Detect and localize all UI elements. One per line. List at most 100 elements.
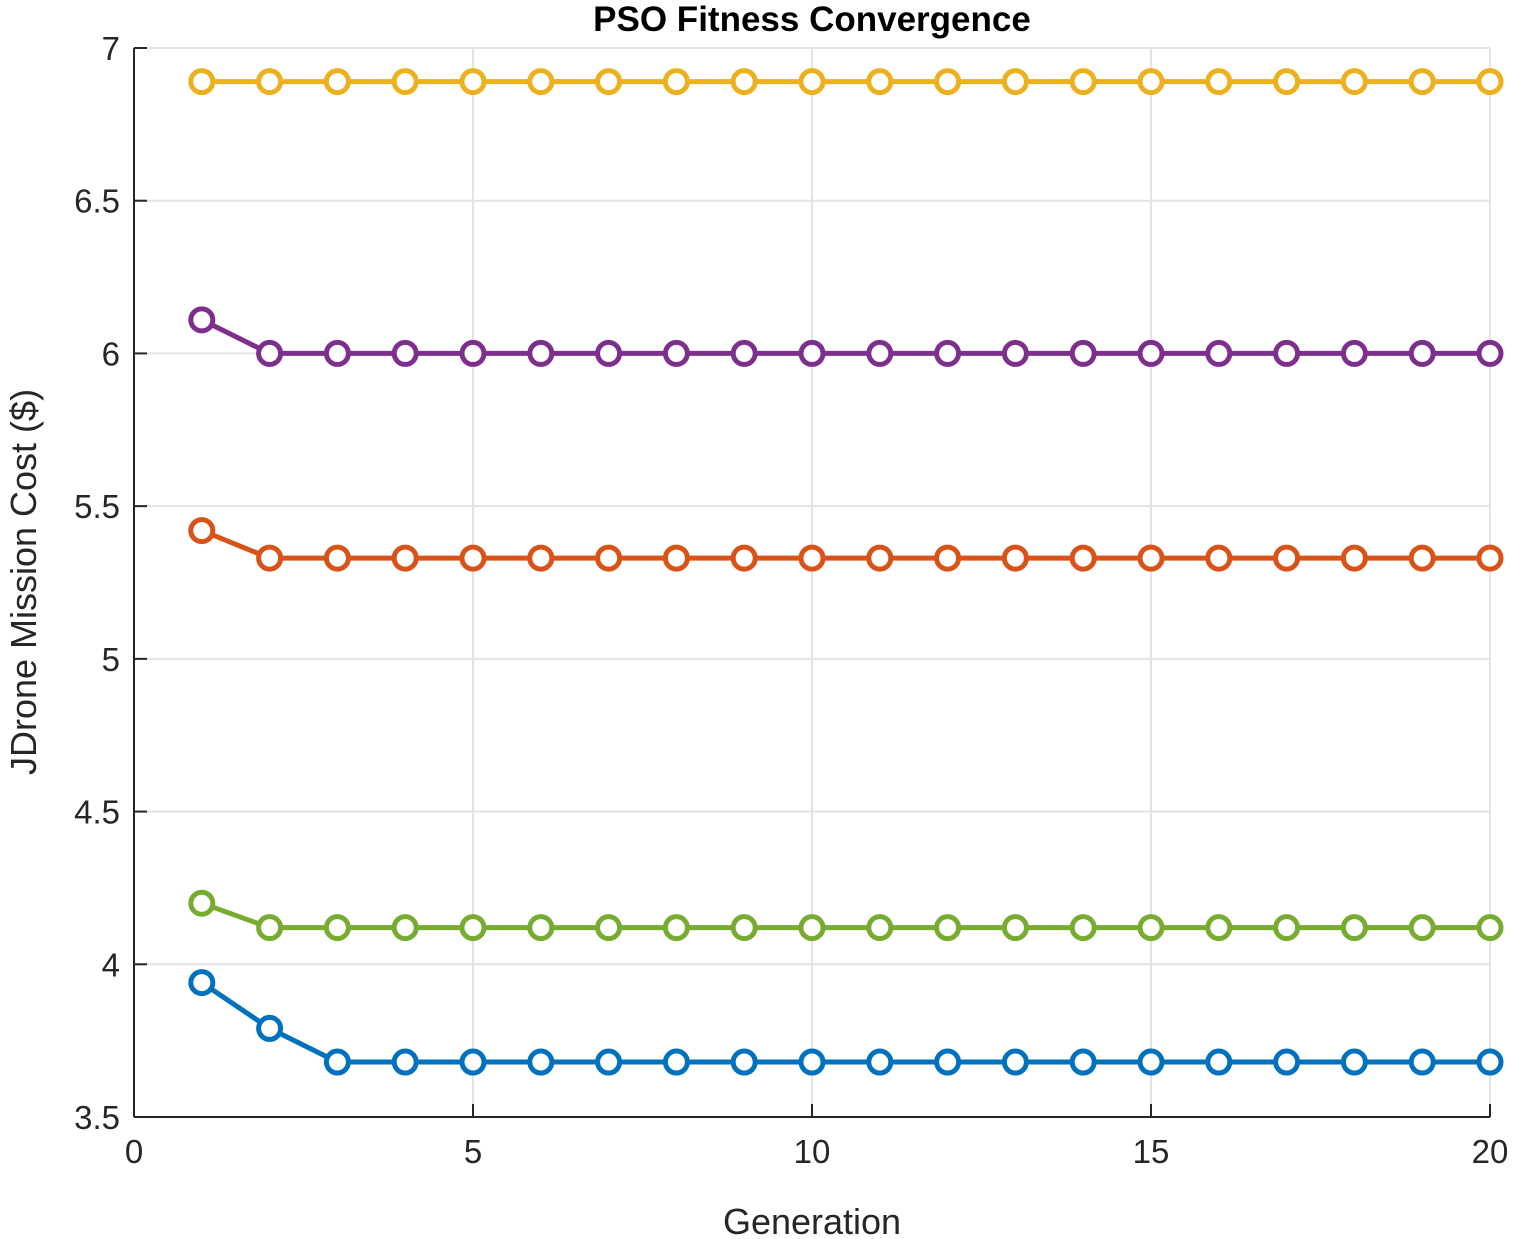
x-tick-label: 10: [794, 1133, 831, 1170]
data-point: [1273, 1048, 1301, 1076]
data-point: [1001, 1048, 1029, 1076]
data-point: [391, 914, 419, 942]
data-point: [1408, 544, 1436, 572]
data-point: [1205, 68, 1233, 96]
data-point: [1476, 544, 1504, 572]
x-tick-labels: 0 5 10 15 20: [125, 1133, 1509, 1170]
data-point: [1476, 68, 1504, 96]
tick-marks: [133, 47, 1491, 1118]
data-point: [730, 914, 758, 942]
data-point: [730, 544, 758, 572]
y-tick-labels: 3.5 4 4.5 5 5.5 6 6.5 7: [74, 30, 120, 1136]
y-tick-label: 4: [102, 946, 120, 983]
data-point: [1001, 339, 1029, 367]
y-tick-label: 3.5: [74, 1099, 120, 1136]
series-4: [188, 889, 1504, 942]
data-point: [527, 544, 555, 572]
data-point: [459, 68, 487, 96]
data-point: [527, 1048, 555, 1076]
y-tick-label: 4.5: [74, 794, 120, 831]
data-point: [1001, 544, 1029, 572]
data-point: [934, 544, 962, 572]
data-point: [256, 1014, 284, 1042]
data-point: [1273, 68, 1301, 96]
data-point: [934, 68, 962, 96]
data-point: [1137, 914, 1165, 942]
data-point: [662, 1048, 690, 1076]
data-point: [459, 339, 487, 367]
data-point: [391, 544, 419, 572]
data-point: [188, 969, 216, 997]
series-1: [188, 68, 1504, 96]
data-point: [1273, 544, 1301, 572]
data-point: [866, 914, 894, 942]
data-point: [323, 68, 351, 96]
data-point: [527, 914, 555, 942]
data-point: [256, 544, 284, 572]
data-point: [1408, 914, 1436, 942]
data-point: [391, 1048, 419, 1076]
chart-title: PSO Fitness Convergence: [593, 0, 1031, 39]
data-point: [730, 339, 758, 367]
x-axis-title: Generation: [723, 1201, 901, 1239]
data-point: [1340, 544, 1368, 572]
data-point: [1137, 544, 1165, 572]
data-point: [595, 914, 623, 942]
data-point: [256, 339, 284, 367]
y-axis-title: JDrone Mission Cost ($): [3, 389, 44, 775]
data-point: [1137, 339, 1165, 367]
data-point: [1069, 68, 1097, 96]
series-5: [188, 969, 1504, 1076]
data-point: [662, 914, 690, 942]
x-tick-label: 0: [125, 1133, 143, 1170]
data-point: [323, 339, 351, 367]
data-point: [256, 68, 284, 96]
data-point: [188, 68, 216, 96]
data-point: [798, 1048, 826, 1076]
data-point: [1205, 914, 1233, 942]
data-point: [730, 1048, 758, 1076]
data-point: [459, 544, 487, 572]
data-point: [798, 339, 826, 367]
data-point: [1476, 339, 1504, 367]
data-point: [934, 339, 962, 367]
series-layer: [188, 68, 1504, 1076]
data-point: [256, 914, 284, 942]
data-point: [1340, 1048, 1368, 1076]
data-point: [1340, 68, 1368, 96]
y-tick-label: 6: [102, 335, 120, 372]
data-point: [1476, 1048, 1504, 1076]
data-point: [798, 68, 826, 96]
data-point: [866, 1048, 894, 1076]
y-tick-label: 6.5: [74, 183, 120, 220]
data-point: [730, 68, 758, 96]
data-point: [1069, 1048, 1097, 1076]
data-point: [1273, 339, 1301, 367]
data-point: [323, 544, 351, 572]
data-point: [1408, 1048, 1436, 1076]
data-point: [323, 914, 351, 942]
data-point: [1205, 1048, 1233, 1076]
data-point: [798, 914, 826, 942]
data-point: [1069, 339, 1097, 367]
data-point: [1408, 68, 1436, 96]
series-3: [188, 517, 1504, 572]
x-tick-label: 5: [464, 1133, 482, 1170]
data-point: [527, 339, 555, 367]
data-point: [459, 914, 487, 942]
series-2: [188, 306, 1504, 367]
data-point: [866, 544, 894, 572]
y-tick-label: 7: [102, 30, 120, 67]
data-point: [1137, 68, 1165, 96]
data-point: [934, 914, 962, 942]
data-point: [1273, 914, 1301, 942]
data-point: [459, 1048, 487, 1076]
data-point: [1001, 68, 1029, 96]
data-point: [1476, 914, 1504, 942]
data-point: [1408, 339, 1436, 367]
data-point: [866, 339, 894, 367]
data-point: [662, 544, 690, 572]
data-point: [527, 68, 555, 96]
data-point: [323, 1048, 351, 1076]
